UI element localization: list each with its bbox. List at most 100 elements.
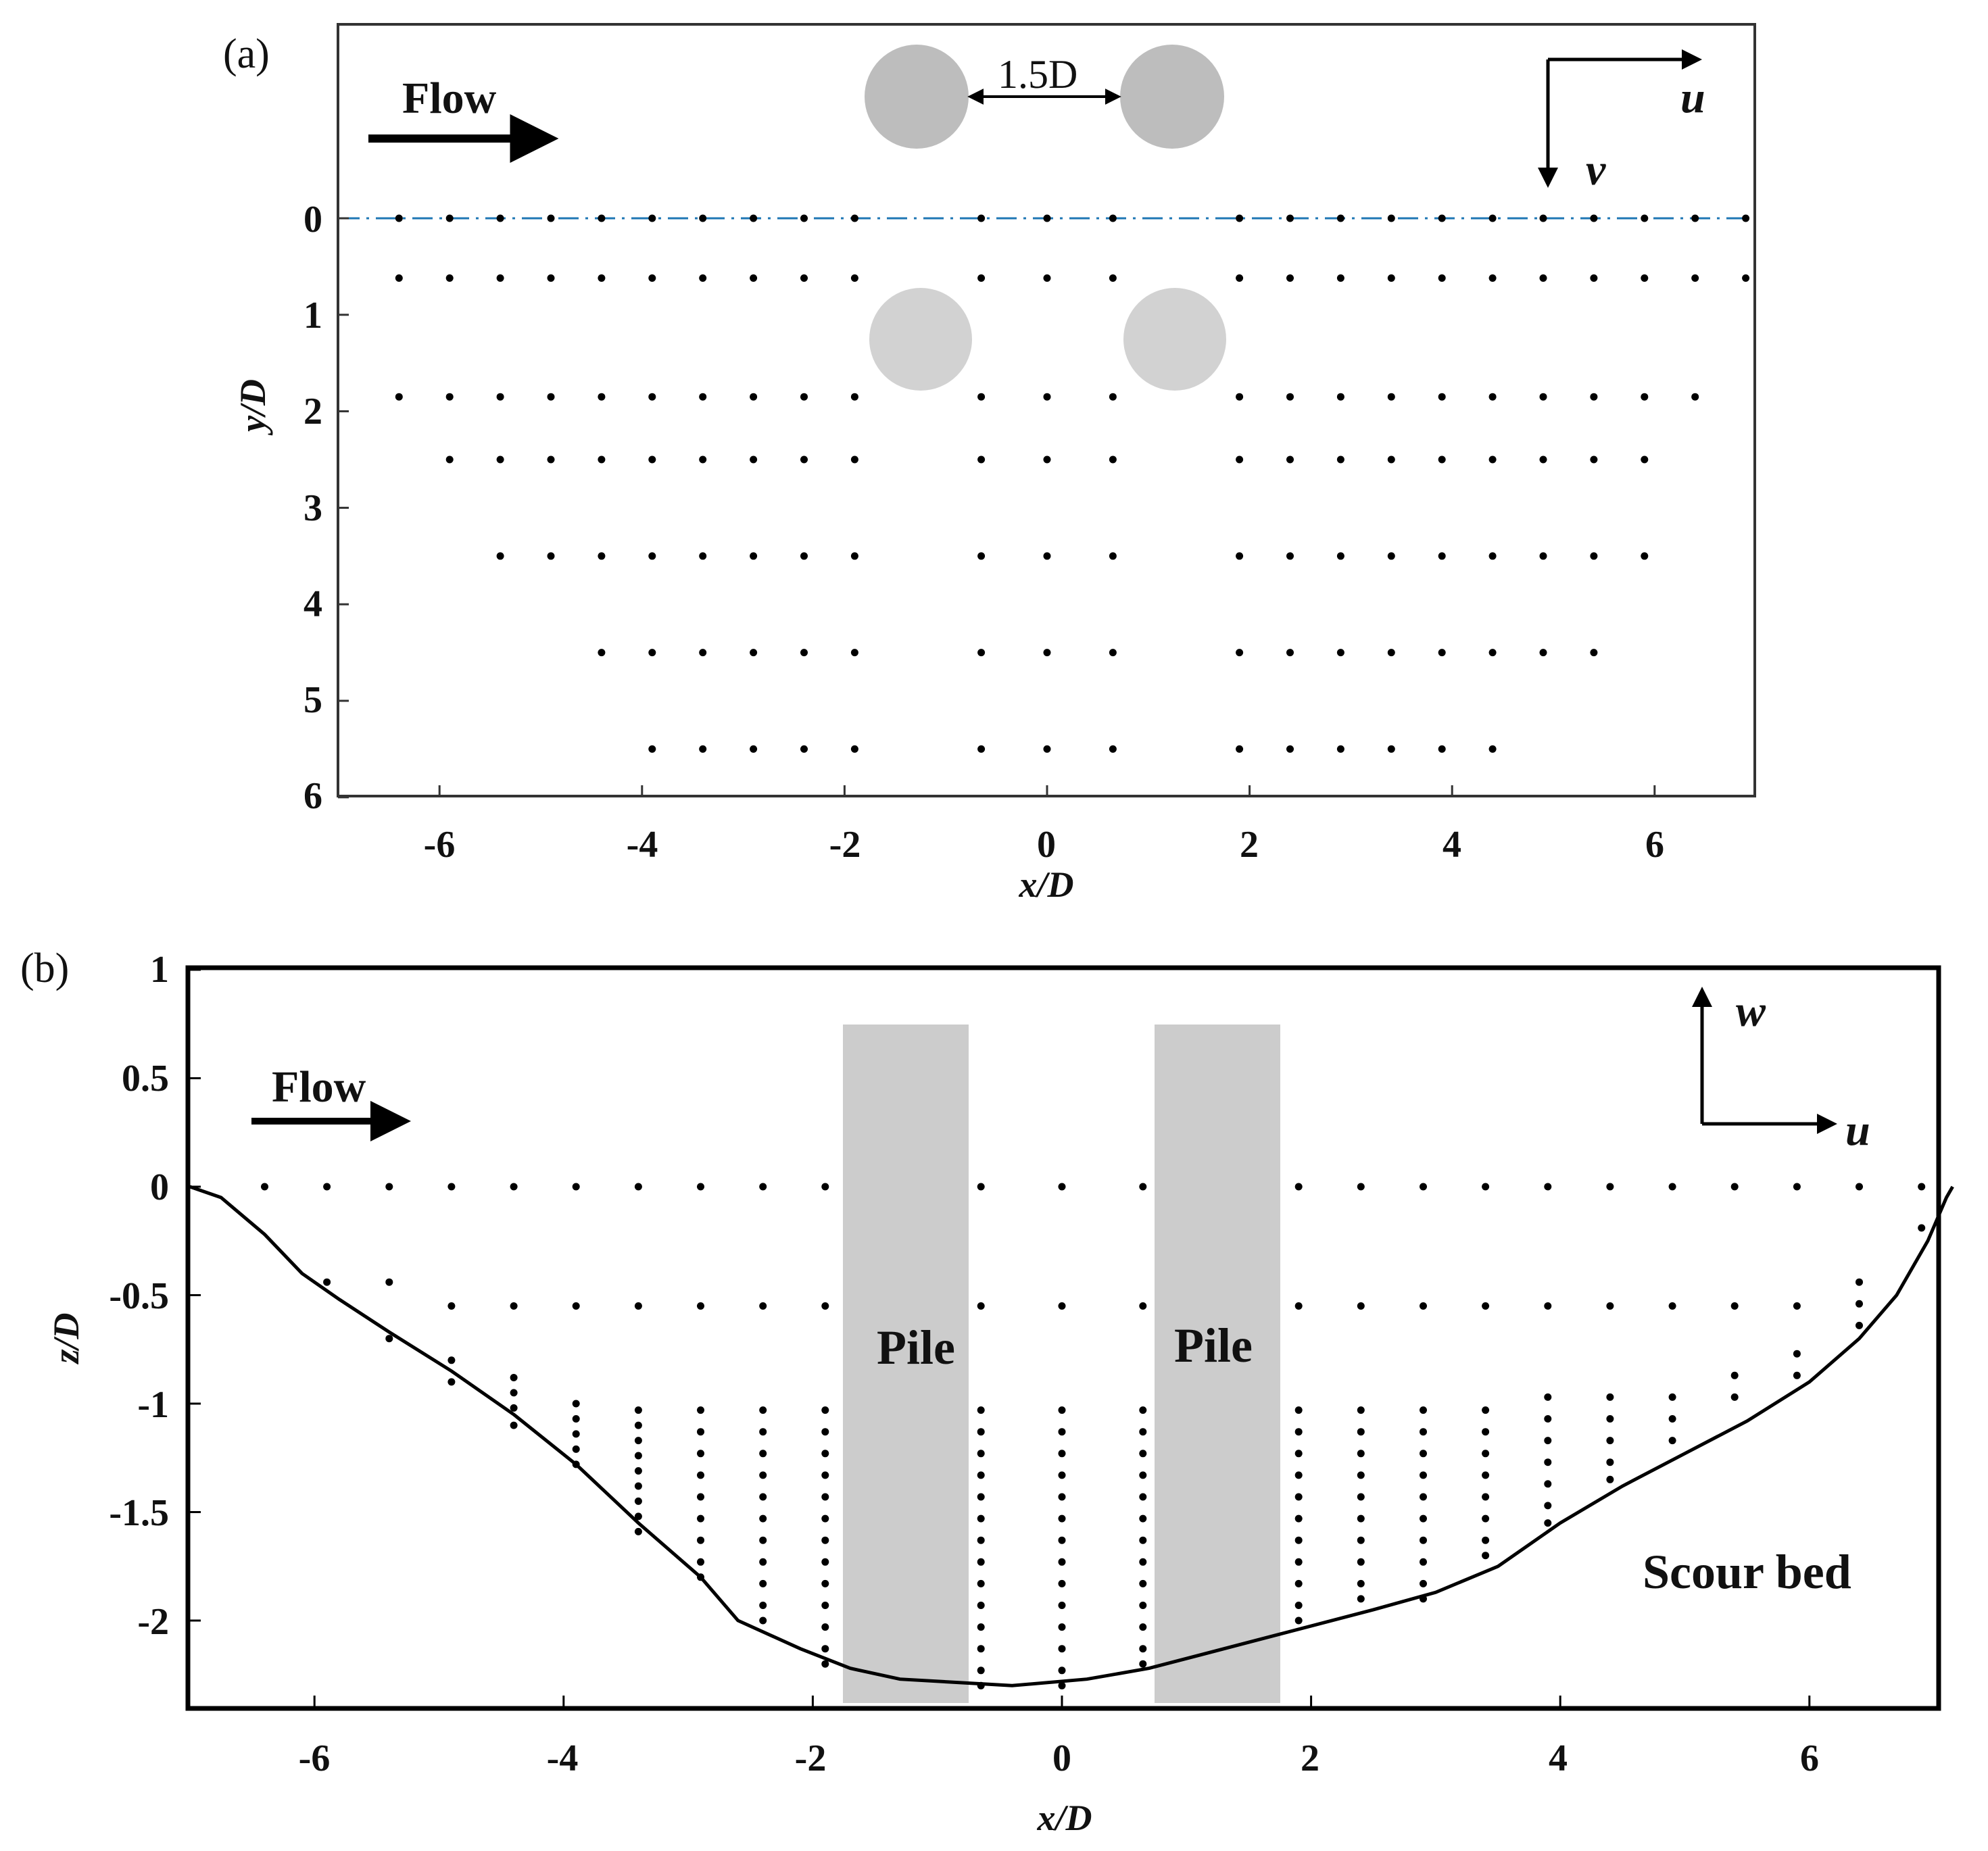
y-tick-a: 2	[304, 391, 322, 433]
pile-mid-right	[1123, 288, 1226, 391]
measurement-point-b	[1544, 1302, 1552, 1310]
measurement-point-b	[572, 1445, 580, 1453]
panel-b-y-ticks: 1 0.5 0 -0.5 -1 -1.5 -2	[109, 949, 169, 1643]
measurement-point-a	[1336, 274, 1344, 282]
measurement-point-a	[1742, 214, 1750, 222]
measurement-point-a	[977, 393, 986, 401]
measurement-point-a	[850, 455, 858, 464]
v-label-a: v	[1586, 145, 1606, 195]
measurement-point-b	[1357, 1558, 1365, 1566]
measurement-point-b	[1139, 1623, 1147, 1631]
measurement-point-b	[821, 1579, 829, 1587]
measurement-point-a	[800, 393, 808, 401]
measurement-point-b	[1357, 1428, 1365, 1436]
measurement-point-a	[1236, 745, 1244, 753]
measurement-point-b	[977, 1536, 985, 1544]
measurement-point-b	[1544, 1458, 1552, 1466]
measurement-point-b	[1668, 1183, 1676, 1191]
measurement-point-b	[1058, 1558, 1066, 1566]
measurement-point-b	[1357, 1406, 1365, 1414]
measurement-point-b	[1544, 1183, 1552, 1191]
pile-left-label: Pile	[877, 1321, 955, 1375]
measurement-point-a	[850, 745, 858, 753]
y-tick-b: 1	[150, 949, 169, 991]
measurement-point-b	[821, 1558, 829, 1566]
measurement-point-b	[759, 1406, 767, 1414]
measurement-point-a	[1691, 393, 1699, 401]
measurement-point-b	[1420, 1471, 1427, 1479]
measurement-point-b	[1544, 1480, 1552, 1488]
measurement-point-a	[1286, 274, 1294, 282]
measurement-point-b	[977, 1471, 985, 1479]
measurement-point-b	[1482, 1183, 1490, 1191]
scour-bed-curve	[189, 1185, 1954, 1687]
measurement-point-b	[1544, 1415, 1552, 1423]
measurement-point-b	[1918, 1183, 1926, 1191]
measurement-point-b	[1482, 1302, 1490, 1310]
measurement-point-a	[977, 274, 986, 282]
measurement-point-b	[1668, 1415, 1676, 1423]
panel-b-frame	[185, 965, 1941, 1711]
measurement-point-a	[1387, 393, 1395, 401]
measurement-point-b	[1058, 1645, 1066, 1653]
measurement-point-a	[496, 552, 504, 560]
panel-a-y-ticks: 0 1 2 3 4 5 6	[304, 199, 322, 817]
measurement-point-a	[1336, 745, 1344, 753]
measurement-point-b	[634, 1302, 642, 1310]
measurement-point-b	[697, 1471, 704, 1479]
measurement-point-a	[1641, 393, 1649, 401]
measurement-point-b	[1139, 1514, 1147, 1523]
measurement-point-b	[1139, 1183, 1147, 1191]
measurement-point-a	[1043, 214, 1051, 222]
measurement-point-b	[1420, 1183, 1427, 1191]
measurement-point-b	[977, 1623, 985, 1631]
measurement-point-a	[496, 455, 504, 464]
measurement-point-b	[1139, 1558, 1147, 1566]
measurement-point-b	[1357, 1595, 1365, 1603]
measurement-point-b	[510, 1183, 518, 1191]
measurement-point-a	[750, 274, 758, 282]
measurement-point-a	[1387, 274, 1395, 282]
measurement-point-b	[1058, 1536, 1066, 1544]
measurement-point-a	[800, 214, 808, 222]
y-tick-b: -2	[137, 1601, 169, 1643]
measurement-point-a	[1336, 214, 1344, 222]
measurement-point-b	[1139, 1428, 1147, 1436]
measurement-point-b	[1058, 1406, 1066, 1414]
measurement-point-b	[1139, 1493, 1147, 1501]
measurement-point-b	[1294, 1406, 1303, 1414]
measurement-point-a	[1590, 274, 1598, 282]
measurement-point-b	[697, 1493, 704, 1501]
measurement-point-a	[800, 455, 808, 464]
measurement-point-b	[1058, 1667, 1066, 1675]
measurement-point-b	[385, 1183, 393, 1191]
measurement-point-b	[1730, 1393, 1739, 1401]
measurement-point-a	[598, 274, 606, 282]
measurement-point-a	[1590, 552, 1598, 560]
pile-mid-left	[869, 288, 972, 391]
measurement-point-b	[697, 1450, 704, 1458]
measurement-point-a	[445, 214, 454, 222]
measurement-point-a	[1336, 393, 1344, 401]
measurement-point-b	[1139, 1406, 1147, 1414]
x-tick-b: 2	[1301, 1737, 1319, 1779]
measurement-point-a	[977, 455, 986, 464]
measurement-point-a	[1043, 649, 1051, 657]
measurement-point-b	[1793, 1350, 1801, 1358]
measurement-point-a	[1641, 455, 1649, 464]
measurement-point-a	[1109, 393, 1117, 401]
measurement-point-b	[1482, 1552, 1490, 1560]
measurement-point-b	[1482, 1471, 1490, 1479]
measurement-point-b	[1420, 1428, 1427, 1436]
measurement-point-b	[323, 1278, 331, 1286]
measurement-point-b	[1357, 1183, 1365, 1191]
measurement-point-b	[1606, 1183, 1614, 1191]
measurement-point-a	[1590, 455, 1598, 464]
panel-b-y-axis-label: z/D	[46, 1312, 87, 1364]
measurement-point-a	[800, 649, 808, 657]
measurement-point-b	[1139, 1645, 1147, 1653]
measurement-point-a	[977, 649, 986, 657]
measurement-point-a	[1387, 745, 1395, 753]
measurement-point-b	[1730, 1302, 1739, 1310]
measurement-point-b	[1294, 1450, 1303, 1458]
